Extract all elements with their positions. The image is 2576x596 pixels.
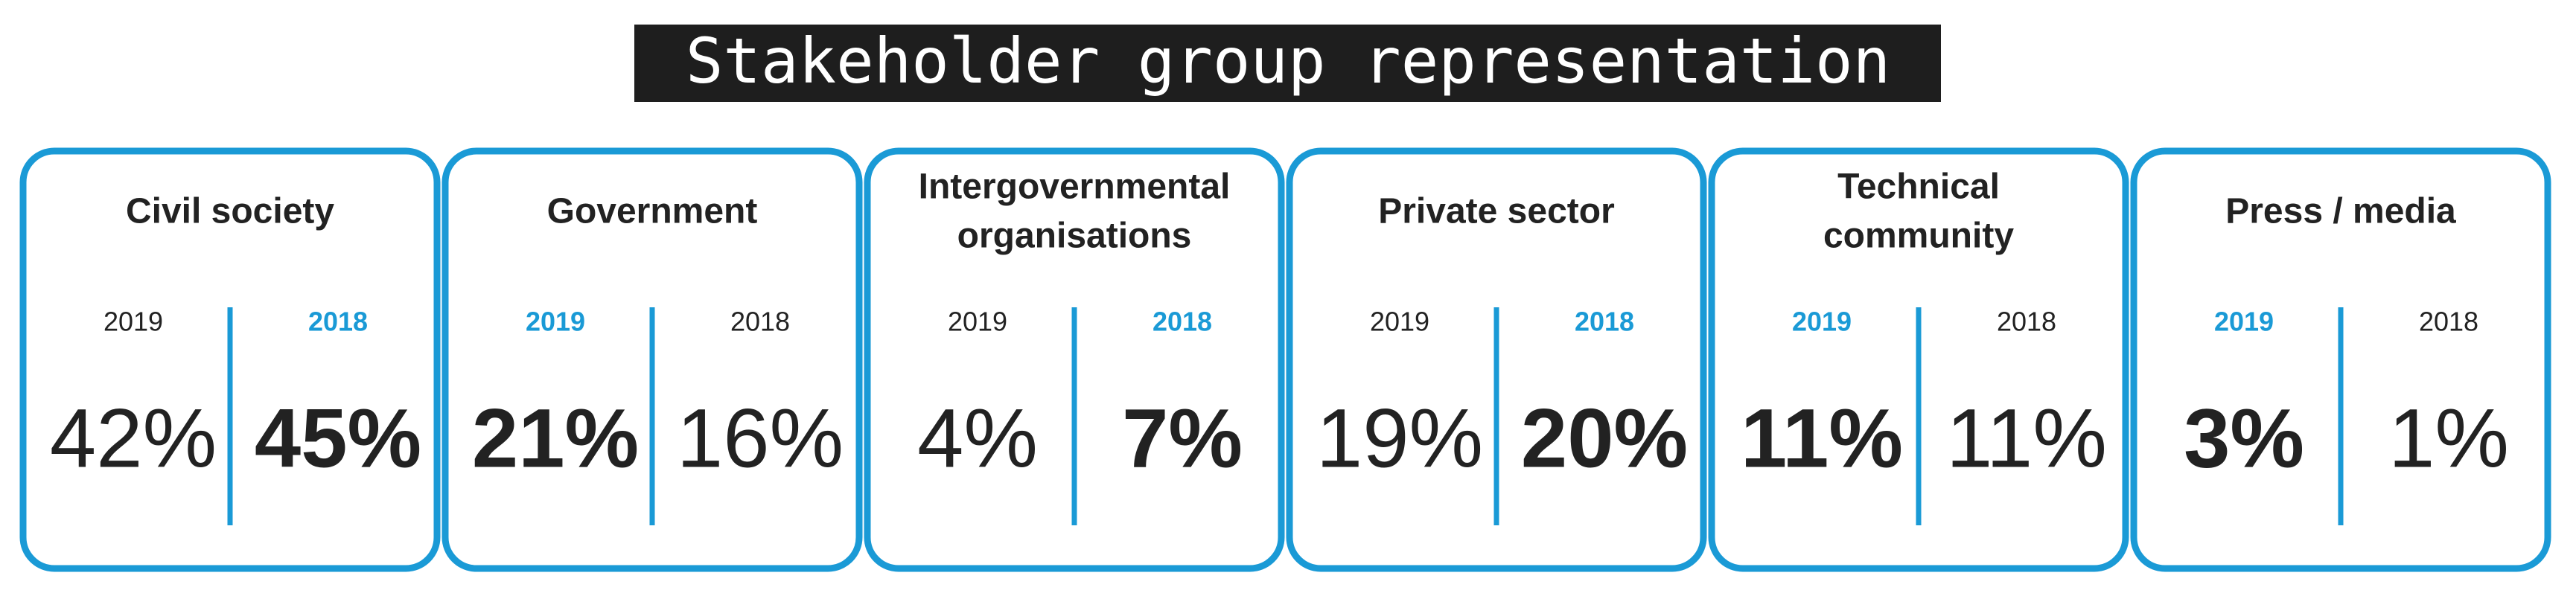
divider xyxy=(1493,307,1499,525)
percentage: 3% xyxy=(2184,392,2304,485)
divider xyxy=(227,307,233,525)
year-label: 2018 xyxy=(1997,307,2056,337)
percentage: 16% xyxy=(677,392,844,485)
percentage: 11% xyxy=(1946,392,2107,485)
group-name: Intergovernmental xyxy=(919,167,1231,207)
title-box xyxy=(634,25,1941,102)
year-label: 2018 xyxy=(2419,307,2478,337)
year-label: 2018 xyxy=(1152,307,1212,337)
percentage: 11% xyxy=(1741,392,1903,485)
year-label: 2018 xyxy=(308,307,368,337)
year-label: 2019 xyxy=(2214,307,2274,337)
year-label: 2019 xyxy=(103,307,163,337)
percentage: 45% xyxy=(255,392,421,485)
year-label: 2019 xyxy=(1792,307,1852,337)
percentage: 21% xyxy=(472,392,639,485)
divider xyxy=(1916,307,1922,525)
percentage: 42% xyxy=(50,392,217,485)
group-name: organisations xyxy=(957,217,1192,256)
year-label: 2019 xyxy=(526,307,585,337)
percentage: 7% xyxy=(1122,392,1243,485)
group-name: Civil society xyxy=(126,192,334,231)
year-label: 2019 xyxy=(1370,307,1429,337)
divider xyxy=(649,307,655,525)
group-name: community xyxy=(1823,217,2014,256)
group-name: Government xyxy=(547,192,758,231)
divider xyxy=(1071,307,1077,525)
group-name: Private sector xyxy=(1378,192,1615,231)
year-label: 2018 xyxy=(1575,307,1634,337)
percentage: 19% xyxy=(1316,392,1483,485)
year-label: 2019 xyxy=(948,307,1007,337)
percentage: 1% xyxy=(2388,392,2509,485)
group-name: Press / media xyxy=(2225,192,2456,231)
group-name: Technical xyxy=(1837,167,2000,207)
percentage: 4% xyxy=(917,392,1038,485)
year-label: 2018 xyxy=(730,307,790,337)
divider xyxy=(2338,307,2344,525)
percentage: 20% xyxy=(1521,392,1688,485)
title: Stakeholder group representation xyxy=(686,25,1890,97)
